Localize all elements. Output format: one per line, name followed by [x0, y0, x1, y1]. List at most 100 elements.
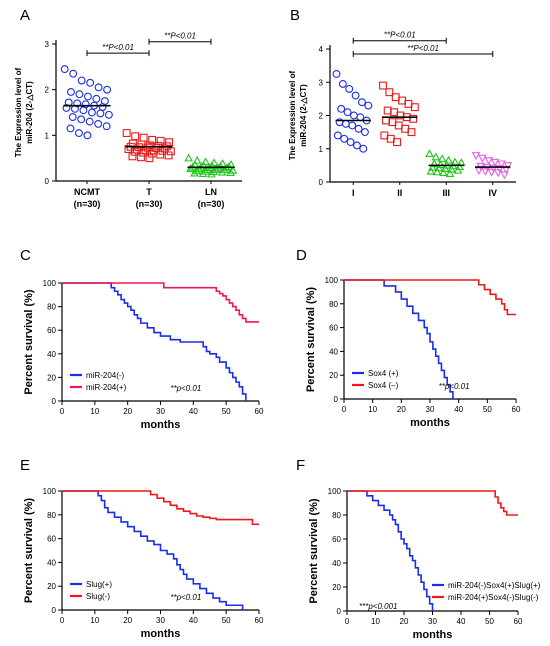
survival-curve-0 [62, 490, 244, 610]
data-point [207, 169, 216, 178]
category-label-line: (n=30) [136, 199, 163, 209]
data-point [453, 165, 463, 174]
y-axis-label-line: The Expression level of [288, 70, 297, 160]
legend-label: Slug(+) [86, 580, 112, 589]
x-tick-label: 50 [483, 405, 492, 414]
data-point [122, 129, 131, 137]
data-point [62, 103, 71, 112]
data-point [137, 153, 145, 162]
x-tick-label: 40 [189, 407, 198, 416]
x-tick-label: 0 [60, 616, 65, 625]
data-point [143, 143, 152, 152]
data-point [60, 65, 69, 74]
x-tick-label: 20 [400, 617, 409, 626]
data-point [86, 78, 95, 87]
x-tick-label: 30 [156, 616, 165, 625]
data-point [337, 104, 346, 113]
category-label: I [352, 188, 355, 198]
legend-label: miR-204(-) [86, 371, 125, 380]
data-point [341, 119, 350, 128]
data-point [190, 168, 199, 177]
data-point [152, 144, 161, 153]
significance-label: **P<0.01 [384, 31, 416, 40]
data-point [386, 134, 395, 143]
data-point [201, 157, 210, 166]
x-tick-label: 60 [255, 616, 264, 625]
data-point [77, 115, 86, 124]
y-tick-label: 40 [47, 350, 56, 359]
y-tick-label: 100 [328, 487, 342, 496]
data-point [186, 164, 195, 172]
data-point [98, 103, 107, 111]
data-point [75, 90, 84, 99]
data-point [364, 101, 373, 110]
x-axis-label: months [413, 629, 453, 641]
p-value-note: **p<0.01 [170, 593, 201, 602]
data-point [128, 152, 137, 161]
y-axis-label-line: miR-204 (2-△CT) [25, 81, 34, 144]
data-point [352, 141, 361, 150]
data-point [226, 168, 235, 177]
y-tick-label: 80 [329, 300, 338, 309]
data-point [96, 109, 105, 118]
data-point [354, 124, 363, 133]
data-point [83, 131, 92, 140]
panel-letter: B [290, 7, 300, 24]
data-point [145, 141, 154, 150]
y-tick-label: 2 [319, 112, 324, 121]
data-point [447, 164, 456, 173]
category-label: LN (n=30) [198, 187, 225, 209]
category-label: III [442, 188, 450, 198]
data-point [166, 147, 175, 156]
data-point [69, 69, 78, 78]
y-axis-label: The Expression level of miR-204 (2-△CT) [288, 70, 308, 160]
y-axis-label: The Expression level of miR-204 (2-△CT) [14, 67, 34, 157]
data-point [380, 131, 389, 140]
y-axis-label-line: miR-204 (2-△CT) [299, 84, 308, 147]
panel-letter: F [296, 457, 305, 474]
x-tick-label: 10 [368, 405, 377, 414]
x-tick-label: 30 [156, 407, 165, 416]
data-point [409, 114, 418, 123]
category-label-line: IV [488, 188, 497, 198]
y-tick-label: 80 [47, 511, 56, 520]
panel-letter: D [296, 247, 307, 264]
data-point [503, 162, 513, 170]
data-point [66, 124, 75, 133]
panel-letter: E [20, 457, 30, 474]
data-point [493, 169, 503, 178]
data-point [139, 133, 148, 142]
legend-label: miR-204(+)Sox4(-)Slug(-) [448, 593, 539, 602]
y-tick-label: 0 [337, 607, 342, 616]
data-point [102, 122, 111, 131]
y-tick-label: 1 [319, 145, 324, 154]
y-tick-label: 1 [45, 131, 50, 140]
y-tick-label: 0 [52, 606, 57, 615]
chart-panel-c: C 0 20 40 60 80 100 0 10 20 30 40 50 60 months Percent … [20, 247, 264, 431]
data-point [490, 158, 500, 167]
y-tick-label: 20 [329, 371, 338, 380]
significance-label: **P<0.01 [102, 43, 134, 52]
survival-curve-1 [344, 279, 516, 316]
data-point [356, 113, 365, 122]
data-point [489, 164, 498, 173]
x-tick-label: 0 [345, 617, 350, 626]
legend-label: miR-204(+) [86, 383, 127, 392]
x-tick-label: 30 [426, 405, 435, 414]
data-point [340, 134, 349, 143]
data-point [165, 138, 174, 147]
category-label-line: II [397, 188, 402, 198]
data-point [346, 138, 355, 147]
data-point [75, 129, 83, 138]
legend-label: Sox4 (–) [368, 381, 399, 390]
data-point [379, 81, 387, 90]
data-point [487, 168, 497, 177]
x-tick-label: 50 [222, 616, 231, 625]
data-point [345, 84, 354, 93]
legend-label: miR-204(-)Sox4(+)Slug(+) [448, 581, 541, 590]
y-tick-label: 80 [47, 303, 56, 312]
category-label: IV [488, 188, 497, 198]
chart-panel-d: D 0 20 40 60 80 100 0 10 20 30 40 50 60 months Percent … [296, 247, 521, 429]
data-point [333, 131, 342, 140]
data-point [481, 168, 490, 176]
